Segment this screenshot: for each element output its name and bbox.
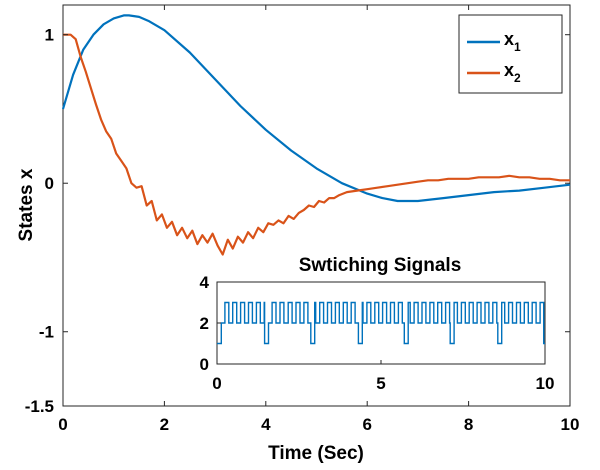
x-axis-label: Time (Sec) <box>268 443 364 464</box>
inset-chart: Swtiching Signals 0 5 10 0 2 4 <box>200 255 555 393</box>
main-x-tick-label: 6 <box>362 415 371 434</box>
main-x-tick-label: 2 <box>160 415 169 434</box>
main-y-tick-label: -1 <box>39 323 54 342</box>
y-axis-label: States x <box>16 168 37 241</box>
inset-x-tick-label: 5 <box>376 374 385 393</box>
main-y-tick-label: -1.5 <box>25 397 54 416</box>
switching-signal-line <box>217 301 545 345</box>
legend-label-x1: x1 <box>504 29 521 54</box>
inset-y-tick-label: 2 <box>200 314 209 333</box>
series-line-x2 <box>63 33 570 256</box>
legend: x1 x2 <box>458 14 563 94</box>
main-y-tick-label: 0 <box>45 174 54 193</box>
main-x-tick-label: 4 <box>261 415 271 434</box>
main-x-tick-label: 8 <box>464 415 473 434</box>
inset-y-tick-label: 0 <box>200 355 209 374</box>
legend-box <box>458 14 563 94</box>
inset-x-tick-label: 10 <box>536 374 555 393</box>
main-y-tick-label: 1 <box>45 26 54 45</box>
inset-y-tick-label: 4 <box>200 273 210 292</box>
main-x-tick-label: 10 <box>561 415 580 434</box>
main-x-tick-label: 0 <box>58 415 67 434</box>
inset-title: Swtiching Signals <box>299 255 462 276</box>
inset-x-tick-label: 0 <box>212 374 221 393</box>
legend-label-x2: x2 <box>504 60 521 85</box>
series-line-x1 <box>61 14 571 203</box>
